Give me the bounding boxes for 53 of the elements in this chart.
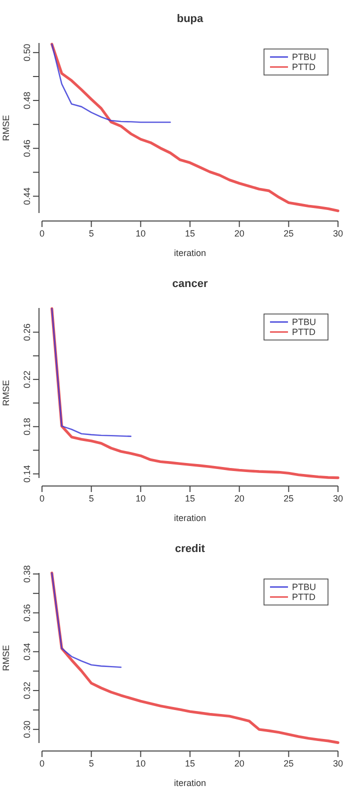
x-tick-label: 5	[88, 493, 94, 504]
x-tick-label: 15	[184, 228, 196, 238]
line-series	[50, 42, 340, 212]
x-tick-label: 15	[184, 758, 196, 768]
y-axis-title: RMSE	[1, 380, 11, 406]
x-tick-label: 10	[136, 493, 146, 504]
line-series	[51, 44, 171, 123]
x-tick-label: 25	[284, 758, 294, 768]
legend-label: PTBU	[292, 317, 316, 327]
x-tick-label: 5	[88, 228, 94, 238]
line-series	[51, 308, 132, 437]
x-tick-label: 0	[39, 493, 45, 504]
x-axis-title: iteration	[174, 513, 206, 523]
y-tick-label: 0.14	[22, 465, 32, 483]
y-tick-label: 0.18	[22, 418, 32, 436]
chart-title: credit	[175, 543, 206, 555]
y-tick-label: 0.44	[22, 187, 32, 206]
y-tick-label: 0.26	[22, 323, 32, 341]
y-tick-label: 0.22	[22, 370, 32, 388]
x-axis-title: iteration	[174, 778, 206, 788]
y-tick-label: 0.30	[22, 720, 32, 738]
x-tick-label: 10	[136, 758, 146, 768]
chart-title: cancer	[172, 278, 208, 290]
y-tick-label: 0.46	[22, 140, 32, 158]
x-tick-label: 30	[332, 228, 344, 238]
x-tick-label: 20	[234, 758, 244, 768]
x-tick-label: 5	[88, 758, 94, 768]
y-tick-label: 0.38	[22, 565, 32, 583]
x-tick-label: 30	[332, 758, 344, 768]
legend-label: PTBU	[292, 52, 316, 62]
y-tick-label: 0.34	[22, 642, 32, 660]
y-tick-label: 0.36	[22, 604, 32, 622]
y-axis-title: RMSE	[1, 644, 11, 672]
chart-title: bupa	[176, 13, 204, 25]
x-tick-label: 10	[136, 228, 146, 238]
y-axis-title: RMSE	[1, 114, 11, 142]
x-tick-label: 30	[332, 493, 344, 504]
x-tick-label: 20	[234, 228, 244, 238]
x-tick-label: 0	[39, 758, 45, 768]
y-tick-label: 0.48	[22, 92, 32, 110]
x-axis-title: iteration	[174, 248, 206, 258]
legend-label: PTBU	[292, 582, 316, 592]
x-tick-label: 15	[184, 493, 196, 504]
x-tick-label: 25	[284, 228, 294, 238]
legend-label: PTTD	[292, 592, 316, 602]
legend-label: PTTD	[292, 62, 316, 72]
legend-label: PTTD	[292, 327, 316, 337]
y-tick-label: 0.32	[22, 682, 32, 700]
line-series	[51, 572, 122, 668]
x-tick-label: 25	[284, 493, 294, 504]
x-tick-label: 20	[234, 493, 244, 504]
y-tick-label: 0.50	[22, 44, 32, 62]
x-tick-label: 0	[39, 228, 45, 238]
